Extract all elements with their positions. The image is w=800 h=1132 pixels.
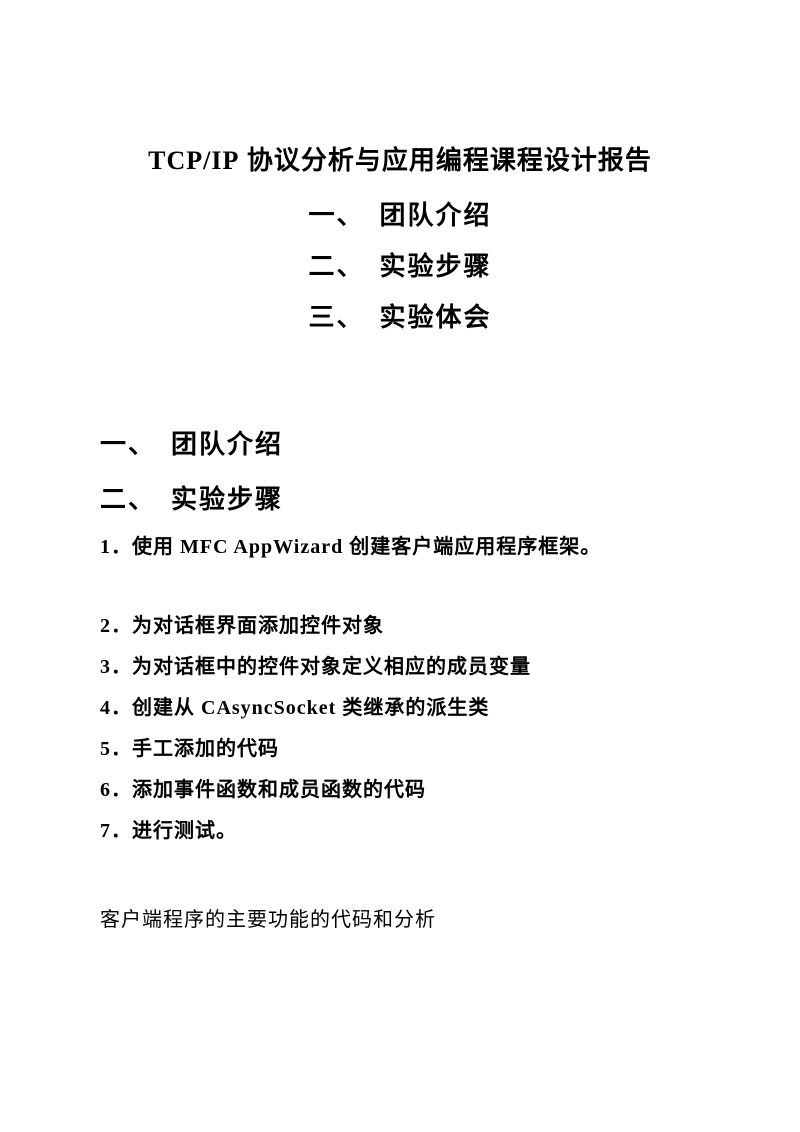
step-1-english: MFC AppWizard — [180, 536, 343, 558]
step-3: 3．为对话框中的控件对象定义相应的成员变量 — [100, 650, 700, 679]
toc-item-3: 三、 实验体会 — [100, 297, 700, 334]
section-heading-1: 一、 团队介绍 — [100, 424, 700, 461]
step-6: 6．添加事件函数和成员函数的代码 — [100, 773, 700, 802]
title-chinese-part: 协议分析与应用编程课程设计报告 — [239, 146, 652, 175]
step-1: 1．使用 MFC AppWizard 创建客户端应用程序框架。 — [100, 530, 700, 559]
section-heading-2: 二、 实验步骤 — [100, 479, 700, 516]
step-2: 2．为对话框界面添加控件对象 — [100, 609, 700, 638]
step-4-suffix: 类继承的派生类 — [336, 697, 489, 719]
toc-item-1: 一、 团队介绍 — [100, 195, 700, 232]
toc-item-2: 二、 实验步骤 — [100, 246, 700, 283]
table-of-contents: 一、 团队介绍 二、 实验步骤 三、 实验体会 — [100, 195, 700, 334]
step-7: 7．进行测试。 — [100, 814, 700, 843]
title-english-part: TCP/IP — [148, 146, 239, 175]
step-1-suffix: 创建客户端应用程序框架。 — [343, 536, 601, 558]
step-4-english: CAsyncSocket — [201, 697, 336, 719]
step-5: 5．手工添加的代码 — [100, 732, 700, 761]
step-4-prefix: 4．创建从 — [100, 697, 201, 719]
step-4: 4．创建从 CAsyncSocket 类继承的派生类 — [100, 691, 700, 720]
step-1-prefix: 1．使用 — [100, 536, 180, 558]
document-title: TCP/IP 协议分析与应用编程课程设计报告 — [100, 140, 700, 177]
body-paragraph: 客户端程序的主要功能的代码和分析 — [100, 903, 700, 932]
